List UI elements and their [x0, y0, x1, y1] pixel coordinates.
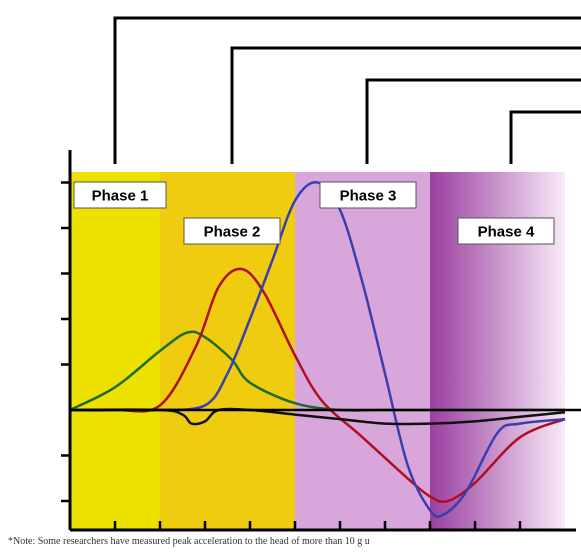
- phase-label-text: Phase 1: [92, 188, 149, 205]
- phase-labels: Phase 1 Phase 2 Phase 3 Phase 4: [73, 181, 555, 245]
- bracket-3: [365, 78, 581, 164]
- phase-label-box: [73, 181, 167, 209]
- bracket-4: [509, 110, 581, 164]
- series-line-blue: [70, 181, 566, 518]
- bracket-2: [230, 46, 581, 164]
- phase-label-2: Phase 2: [183, 217, 281, 245]
- series-line-red: [69, 267, 566, 504]
- footnote: *Note: Some researchers have measured pe…: [8, 536, 370, 547]
- phase-brackets: [113, 16, 581, 164]
- phase-label-box: [457, 217, 555, 245]
- phase-label-4: Phase 4: [457, 217, 555, 245]
- phase-label-text: Phase 4: [478, 224, 535, 241]
- series-line-black: [69, 407, 566, 426]
- phase-label-text: Phase 3: [340, 188, 397, 205]
- phase-band-3: [295, 172, 430, 530]
- phase-band-1: [70, 172, 160, 530]
- axes: [61, 150, 581, 532]
- phase-label-text: Phase 2: [204, 224, 261, 241]
- phase-label-3: Phase 3: [319, 181, 417, 209]
- phase-label-box: [183, 217, 281, 245]
- phase-label-box: [319, 181, 417, 209]
- bracket-1: [113, 16, 581, 164]
- phase-label-1: Phase 1: [73, 181, 167, 209]
